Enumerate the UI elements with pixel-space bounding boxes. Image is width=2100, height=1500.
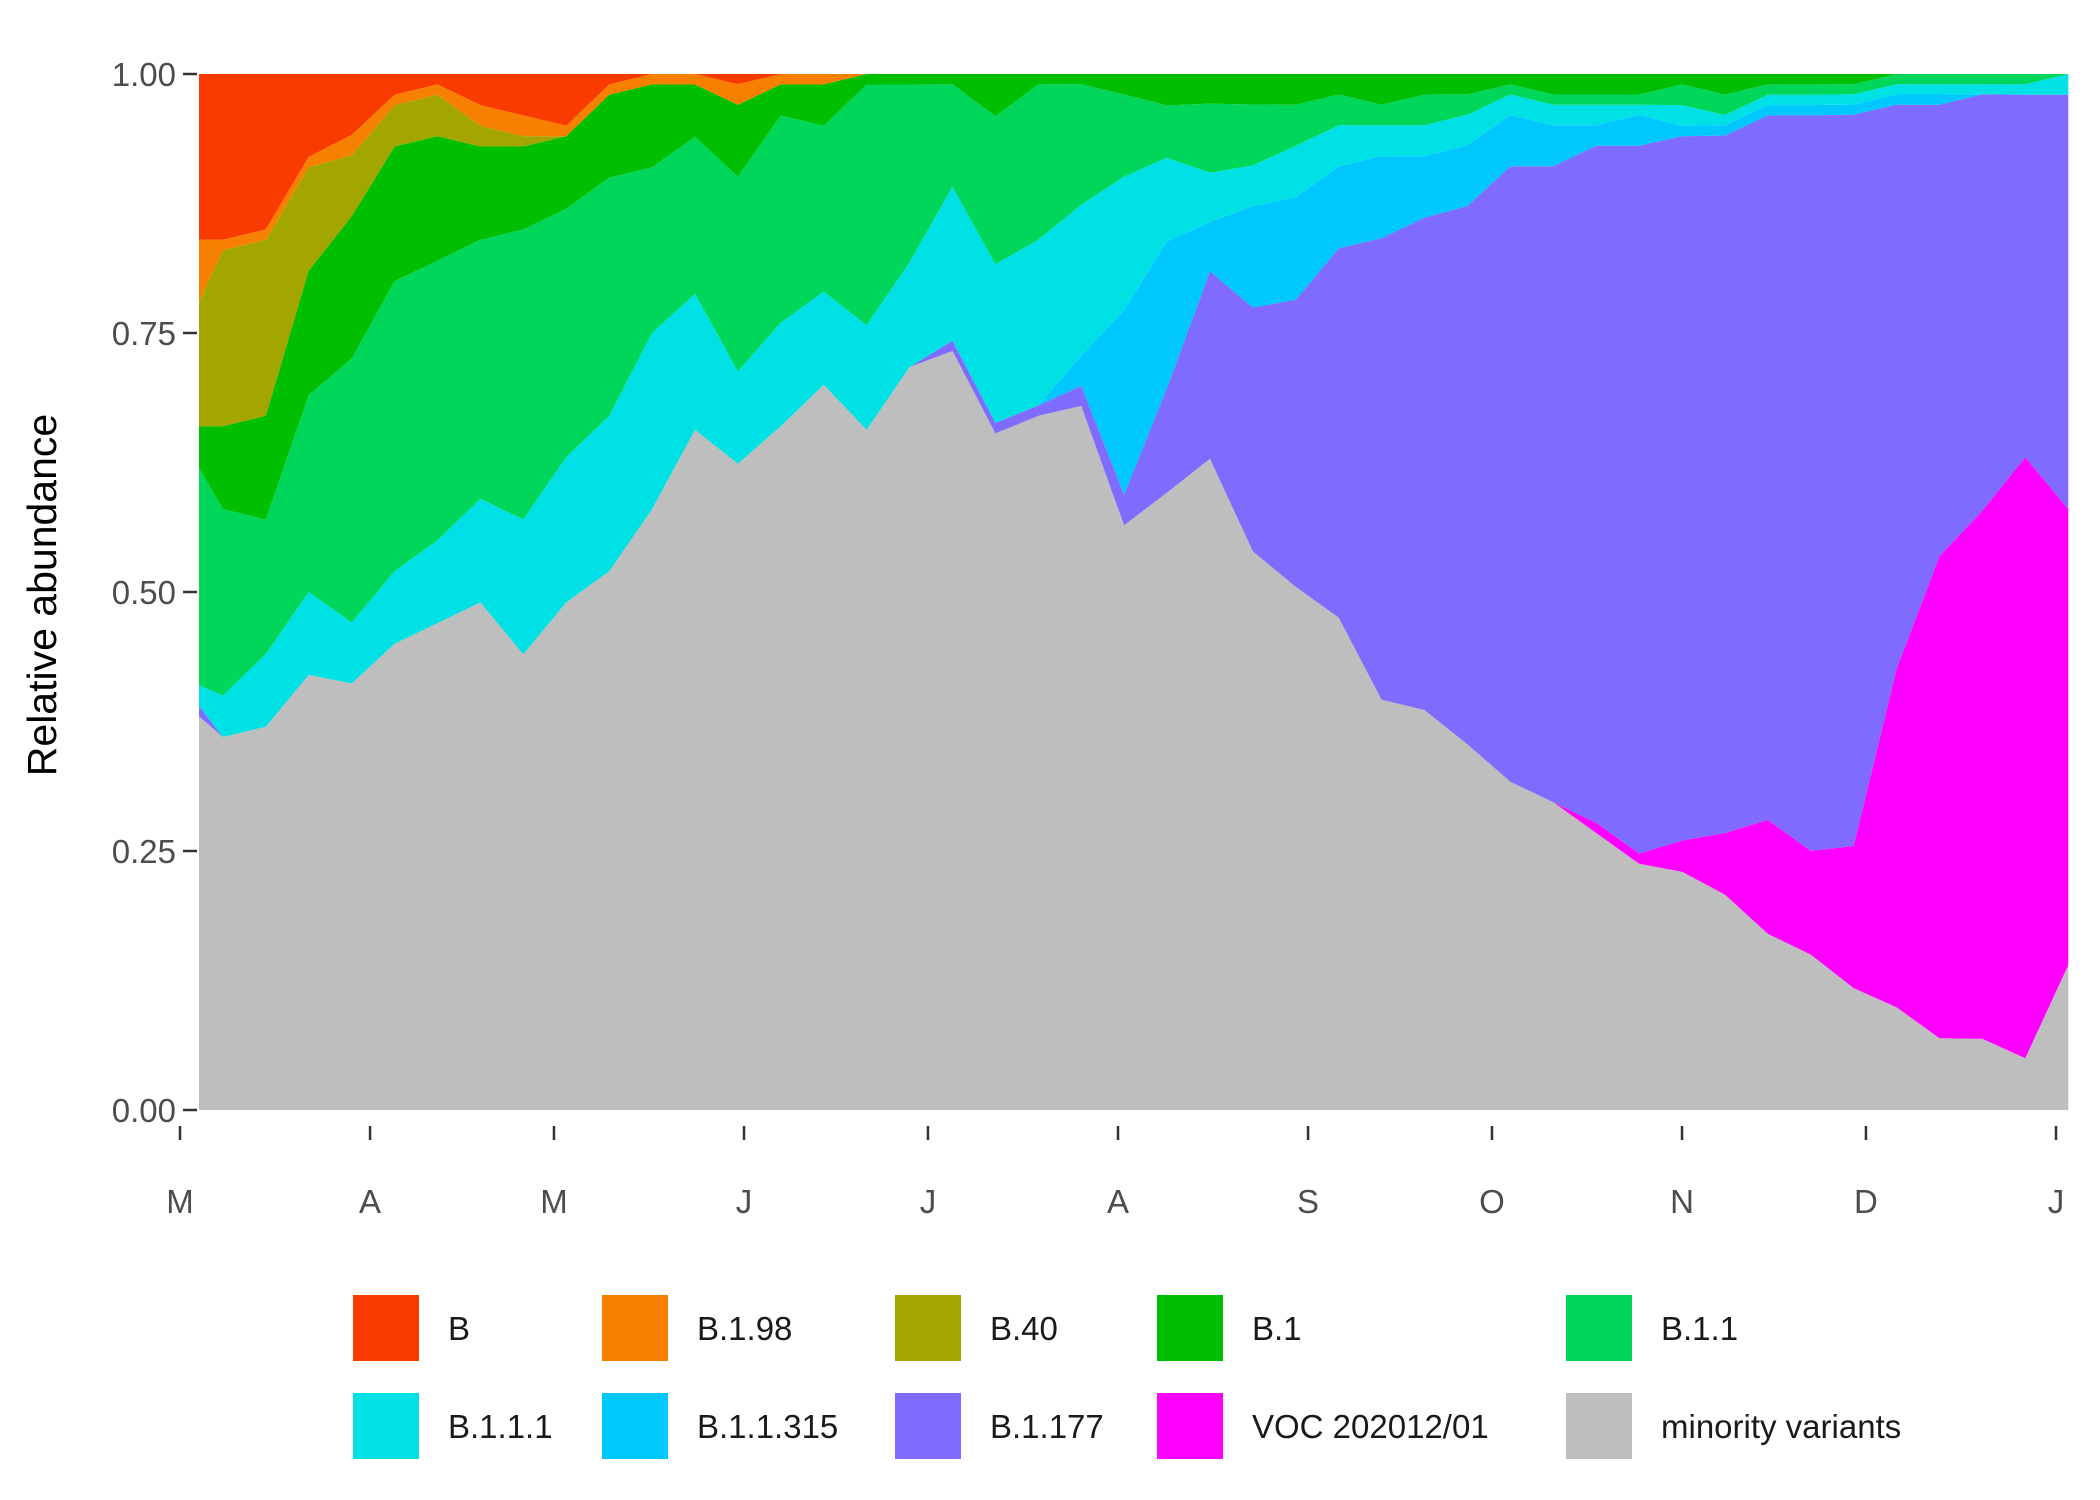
legend: B B.1.98 B.40 B.1 B.1.1 B.1.1.1 B.1.1.315 B.1.1… bbox=[353, 1295, 1901, 1459]
y-tick-label: 0.50 bbox=[112, 574, 176, 611]
x-tick-label: A bbox=[1107, 1183, 1129, 1220]
area-voc-202012-01 bbox=[199, 351, 2069, 1059]
legend-swatch bbox=[1157, 1295, 1223, 1361]
area-b-1-177 bbox=[199, 94, 2069, 854]
legend-label: B.1.98 bbox=[697, 1310, 792, 1347]
legend-item-voc-202012-01: VOC 202012/01 bbox=[1157, 1393, 1489, 1459]
legend-swatch bbox=[602, 1295, 668, 1361]
legend-swatch bbox=[602, 1393, 668, 1459]
stacked-areas bbox=[199, 74, 2069, 1110]
legend-item-b-1-177: B.1.177 bbox=[895, 1393, 1104, 1459]
legend-label: minority variants bbox=[1661, 1408, 1901, 1445]
legend-item-minority-variants: minority variants bbox=[1566, 1393, 1901, 1459]
y-tick-label: 1.00 bbox=[112, 56, 176, 93]
legend-label: VOC 202012/01 bbox=[1252, 1408, 1489, 1445]
x-tick-label: M bbox=[166, 1183, 194, 1220]
legend-item-b-1-1-1: B.1.1.1 bbox=[353, 1393, 553, 1459]
area-minority-variants bbox=[199, 351, 2069, 1110]
legend-swatch bbox=[895, 1295, 961, 1361]
legend-label: B.1.1.315 bbox=[697, 1408, 838, 1445]
legend-label: B.1.1 bbox=[1661, 1310, 1738, 1347]
area-b-1-1 bbox=[199, 74, 2069, 696]
legend-label: B.40 bbox=[990, 1310, 1058, 1347]
legend-label: B.1.1.1 bbox=[448, 1408, 553, 1445]
legend-swatch bbox=[1566, 1393, 1632, 1459]
area-b-1-1-1 bbox=[199, 74, 2069, 737]
x-tick-label: N bbox=[1670, 1183, 1694, 1220]
x-tick-label: J bbox=[920, 1183, 937, 1220]
area-b bbox=[199, 74, 2069, 240]
y-tick-label: 0.25 bbox=[112, 833, 176, 870]
legend-item-b-40: B.40 bbox=[895, 1295, 1058, 1361]
legend-swatch bbox=[353, 1393, 419, 1459]
legend-item-b-1-1: B.1.1 bbox=[1566, 1295, 1738, 1361]
x-tick-label: S bbox=[1297, 1183, 1319, 1220]
x-tick-label: J bbox=[2048, 1183, 2065, 1220]
y-axis: 0.00 0.25 0.50 0.75 1.00 bbox=[112, 56, 197, 1129]
x-tick-label: D bbox=[1854, 1183, 1878, 1220]
x-tick-label: M bbox=[540, 1183, 568, 1220]
x-tick-label: J bbox=[736, 1183, 753, 1220]
legend-item-b-1-98: B.1.98 bbox=[602, 1295, 792, 1361]
legend-swatch bbox=[895, 1393, 961, 1459]
y-tick-label: 0.00 bbox=[112, 1092, 176, 1129]
legend-swatch bbox=[1157, 1393, 1223, 1459]
legend-swatch bbox=[1566, 1295, 1632, 1361]
legend-label: B.1 bbox=[1252, 1310, 1302, 1347]
y-axis-title: Relative abundance bbox=[19, 414, 65, 776]
legend-item-b-1-1-315: B.1.1.315 bbox=[602, 1393, 838, 1459]
legend-label: B.1.177 bbox=[990, 1408, 1104, 1445]
area-b-1-1-315 bbox=[199, 94, 2069, 738]
x-tick-label: A bbox=[359, 1183, 381, 1220]
legend-label: B bbox=[448, 1310, 470, 1347]
legend-item-b-1: B.1 bbox=[1157, 1295, 1302, 1361]
y-tick-label: 0.75 bbox=[112, 315, 176, 352]
x-tick-label: O bbox=[1479, 1183, 1505, 1220]
legend-swatch bbox=[353, 1295, 419, 1361]
legend-item-b: B bbox=[353, 1295, 470, 1361]
